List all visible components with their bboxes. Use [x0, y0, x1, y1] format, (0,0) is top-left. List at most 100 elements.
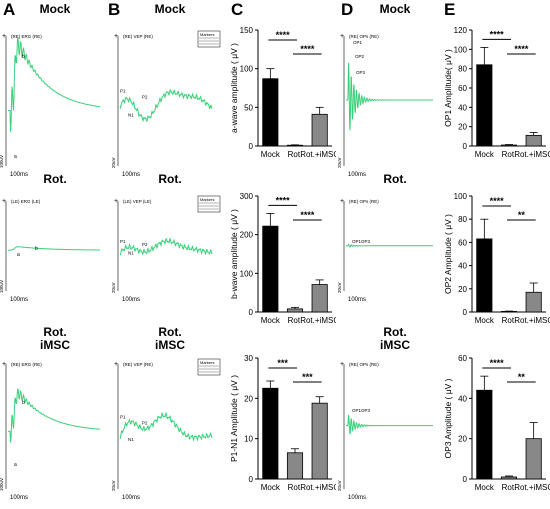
title-a-mock: Mock [39, 2, 71, 16]
legend-title: Markers [200, 197, 214, 202]
p2-marker: P2 [142, 95, 148, 100]
category-label: Rot.+iMSC [514, 316, 550, 325]
vep-waveform [119, 411, 213, 442]
y-tick-label: 100 [240, 269, 254, 278]
bar-chart-op2: 0 20 40 60 80 100 OP2 Amplitude ( μV ) Mock Rot.… [443, 192, 550, 325]
time-scale-label: 100ms [10, 495, 28, 501]
category-label: Mock [475, 150, 495, 159]
plus-mark: + [2, 33, 6, 40]
bar-rot- [500, 311, 518, 313]
bar-rot- [286, 452, 304, 480]
bar-mock [262, 225, 279, 313]
b-wave-marker: b [22, 400, 25, 406]
y-tick-label: 0 [463, 475, 468, 484]
n1-marker: N1 [128, 113, 134, 118]
category-label: Rot.+iMSC [514, 483, 550, 492]
panel-letter-d: D [341, 0, 354, 19]
legend-box [197, 358, 221, 376]
bar-mock [476, 238, 493, 313]
y-tick-label: 150 [240, 26, 254, 35]
p2-marker: P2 [142, 420, 148, 425]
bar-chart-p1n1: 0 10 20 30 P1-N1 Amplitude ( μV ) Mock Rot.Rot… [229, 354, 336, 492]
significance-label: ** [518, 372, 526, 382]
significance-label: **** [276, 30, 291, 40]
category-label: Rot. [502, 316, 517, 325]
vep-waveform [119, 237, 213, 256]
title-b-mock: Mock [154, 2, 186, 16]
y-tick-label: 40 [458, 262, 467, 271]
category-label: Mock [261, 483, 281, 492]
time-scale-label: 100ms [348, 495, 366, 501]
time-scale-label: 100ms [348, 297, 366, 303]
bar-rot-imsc [311, 284, 328, 313]
a-wave-marker: a [14, 154, 17, 160]
trace-channel-label: (RE) OPs (RE) [349, 199, 379, 204]
y-tick-label: 300 [240, 192, 254, 201]
panel-letter-c: C [231, 0, 244, 19]
bar-rot-imsc [525, 134, 542, 147]
title-a-rot: Rot. [43, 172, 67, 186]
trace-channel-label: (RE) ERG (RE) [11, 34, 42, 39]
bar-chart-op3: 0 20 40 60 OP3 Amplitude ( μV ) Mock Rot.Rot.+… [443, 354, 550, 492]
ops-waveform [346, 62, 433, 131]
category-label: Rot. [502, 150, 517, 159]
plus-mark: + [2, 198, 6, 205]
category-label: Mock [475, 316, 495, 325]
y-tick-label: 0 [463, 308, 468, 317]
category-label: Rot.+iMSC [300, 316, 336, 325]
bar-mock [262, 387, 279, 480]
plus-mark: + [340, 198, 344, 205]
trace-channel-label: (RE) VEP (RE) [123, 34, 153, 39]
panel-letter-a: A [3, 0, 16, 19]
trace-channel-label: (RE) OPs (RE) [349, 362, 379, 367]
bar-mock [476, 389, 493, 480]
bar-rot- [500, 144, 518, 147]
op3-marker: OP3 [356, 70, 366, 75]
y-tick-label: 0 [249, 475, 254, 484]
y-tick-label: 20 [458, 285, 467, 294]
amplitude-scale-label: 100uV [0, 155, 4, 168]
title-d-rot-imsc: Rot. iMSC [380, 325, 410, 352]
trace-channel-label: (RE) ERG (RE) [11, 362, 42, 367]
y-axis-label: OP2 Amplitude ( μV ) [443, 214, 453, 294]
p2-marker: P2 [142, 242, 148, 247]
y-axis-label: OP3 Amplitude ( μV ) [443, 378, 453, 458]
y-tick-label: 120 [454, 26, 468, 35]
b-wave-marker: b [35, 246, 38, 252]
y-tick-label: 30 [244, 354, 253, 363]
y-axis-label: a-wave amplitude ( μV ) [229, 43, 239, 133]
amplitude-scale-label: 20uV [338, 282, 342, 293]
erg-trace-mock: + (RE) ERG (RE) 100uV 100ms a b [0, 33, 101, 178]
legend-box [197, 195, 221, 213]
amplitude-scale-label: 20uV [338, 157, 342, 168]
significance-label: ** [518, 210, 526, 220]
y-tick-label: 20 [458, 123, 467, 132]
n1-marker: N1 [128, 437, 134, 442]
a-wave-marker: a [17, 252, 20, 258]
y-tick-label: 40 [458, 394, 467, 403]
marker-legend: Markers [197, 358, 221, 376]
erg-waveform [8, 246, 100, 251]
significance-label: **** [300, 44, 315, 54]
plus-mark: + [340, 361, 344, 368]
panel-letter-b: B [108, 0, 121, 19]
plus-mark: + [114, 361, 118, 368]
amplitude-scale-label: 20uV [112, 480, 116, 491]
op2-marker: OP2 [355, 54, 365, 59]
significance-label: **** [490, 29, 505, 39]
amplitude-scale-label: 20uV [112, 282, 116, 293]
category-label: Mock [261, 150, 281, 159]
p1-marker: P1 [120, 415, 126, 420]
amplitude-scale-label: 20uV [338, 480, 342, 491]
category-label: Rot.+iMSC [300, 483, 336, 492]
bar-rot- [286, 308, 304, 313]
category-label: Mock [475, 483, 495, 492]
y-tick-label: 0 [463, 142, 468, 151]
category-label: Rot. [502, 483, 517, 492]
trace-channel-label: (LE) ERG (LE) [11, 199, 41, 204]
y-tick-label: 50 [244, 103, 253, 112]
time-scale-label: 100ms [122, 297, 140, 303]
title-b-rot-imsc: Rot. iMSC [155, 325, 185, 352]
erg-waveform [8, 388, 100, 443]
